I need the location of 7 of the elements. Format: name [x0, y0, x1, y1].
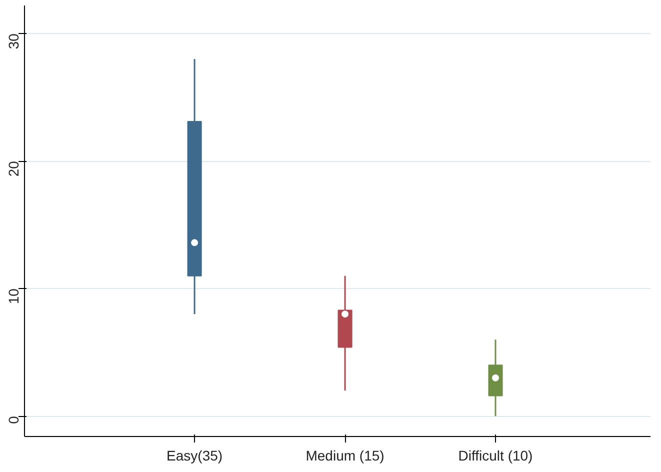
x-tick-label: Difficult (10) — [458, 448, 533, 464]
y-tick-label: 20 — [6, 160, 22, 177]
y-tick-label: 10 — [6, 288, 22, 304]
y-tick-label: 30 — [6, 33, 22, 50]
x-tick-label: Medium (15) — [306, 448, 384, 464]
x-tick-label: Easy(35) — [166, 448, 223, 464]
y-tick-label: 0 — [6, 416, 22, 424]
